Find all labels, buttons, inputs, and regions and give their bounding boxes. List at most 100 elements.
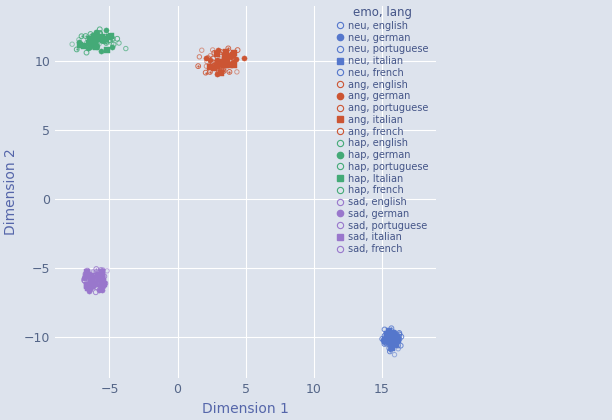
- Point: [74, 37, 84, 43]
- Point: [384, 330, 394, 336]
- Point: [389, 328, 399, 335]
- Point: [106, 33, 116, 39]
- Point: [90, 280, 100, 287]
- Point: [88, 274, 98, 281]
- Point: [389, 337, 398, 344]
- Point: [97, 272, 106, 278]
- Point: [101, 39, 111, 46]
- Point: [387, 345, 397, 352]
- Point: [226, 54, 236, 60]
- Point: [386, 344, 396, 351]
- Point: [386, 346, 395, 353]
- Point: [228, 59, 237, 66]
- Point: [389, 331, 398, 338]
- Point: [92, 42, 102, 49]
- Point: [91, 29, 101, 36]
- Point: [379, 341, 389, 347]
- Point: [195, 53, 204, 60]
- Point: [92, 33, 102, 40]
- Point: [216, 49, 226, 55]
- Point: [80, 278, 90, 284]
- Point: [392, 331, 402, 338]
- Point: [89, 32, 99, 39]
- Point: [218, 62, 228, 69]
- Point: [97, 286, 107, 293]
- Point: [89, 37, 99, 44]
- Point: [225, 68, 234, 75]
- Point: [212, 63, 222, 69]
- Point: [95, 26, 105, 33]
- Point: [85, 272, 95, 278]
- Point: [72, 46, 81, 53]
- Point: [96, 267, 106, 273]
- Point: [104, 34, 114, 40]
- Point: [100, 280, 110, 287]
- Point: [79, 43, 89, 50]
- Point: [201, 69, 211, 76]
- Point: [207, 47, 217, 53]
- Point: [95, 31, 105, 38]
- Point: [97, 269, 107, 276]
- Point: [221, 49, 231, 55]
- Point: [384, 335, 394, 342]
- Point: [212, 71, 222, 77]
- Point: [207, 59, 217, 66]
- Point: [394, 333, 404, 340]
- Point: [395, 336, 405, 343]
- Point: [88, 275, 97, 281]
- Point: [215, 59, 225, 66]
- Point: [81, 270, 91, 277]
- Point: [382, 341, 392, 347]
- Point: [384, 336, 394, 343]
- Point: [93, 32, 103, 39]
- X-axis label: Dimension 1: Dimension 1: [203, 402, 289, 416]
- Point: [381, 338, 390, 345]
- Point: [86, 274, 95, 281]
- Point: [379, 326, 389, 333]
- Point: [89, 33, 99, 39]
- Point: [91, 276, 100, 283]
- Point: [215, 56, 225, 63]
- Point: [220, 53, 230, 60]
- Point: [378, 336, 387, 342]
- Point: [100, 27, 110, 34]
- Point: [89, 42, 99, 48]
- Point: [100, 273, 110, 280]
- Point: [86, 286, 95, 293]
- Point: [86, 278, 95, 285]
- Point: [213, 59, 223, 66]
- Point: [215, 60, 225, 66]
- Point: [389, 333, 398, 340]
- Point: [82, 39, 92, 46]
- Point: [93, 39, 103, 45]
- Point: [88, 274, 98, 281]
- Point: [75, 42, 84, 49]
- Point: [389, 333, 399, 340]
- Point: [208, 55, 218, 62]
- Point: [233, 47, 242, 53]
- Point: [215, 64, 225, 71]
- Point: [92, 33, 102, 40]
- Point: [95, 281, 105, 288]
- Point: [83, 44, 93, 51]
- Point: [102, 268, 112, 274]
- Point: [84, 39, 94, 46]
- Point: [384, 336, 394, 343]
- Point: [381, 336, 390, 343]
- Point: [209, 63, 218, 70]
- Point: [213, 59, 223, 66]
- Point: [92, 44, 102, 51]
- Point: [89, 39, 99, 46]
- Point: [209, 50, 219, 56]
- Point: [380, 338, 390, 345]
- Point: [95, 48, 105, 55]
- Point: [386, 341, 395, 347]
- Point: [91, 272, 100, 279]
- Point: [80, 271, 90, 278]
- Point: [388, 336, 398, 342]
- Point: [97, 276, 107, 283]
- Point: [98, 38, 108, 45]
- Point: [214, 58, 224, 65]
- Point: [386, 344, 396, 351]
- Point: [206, 52, 215, 59]
